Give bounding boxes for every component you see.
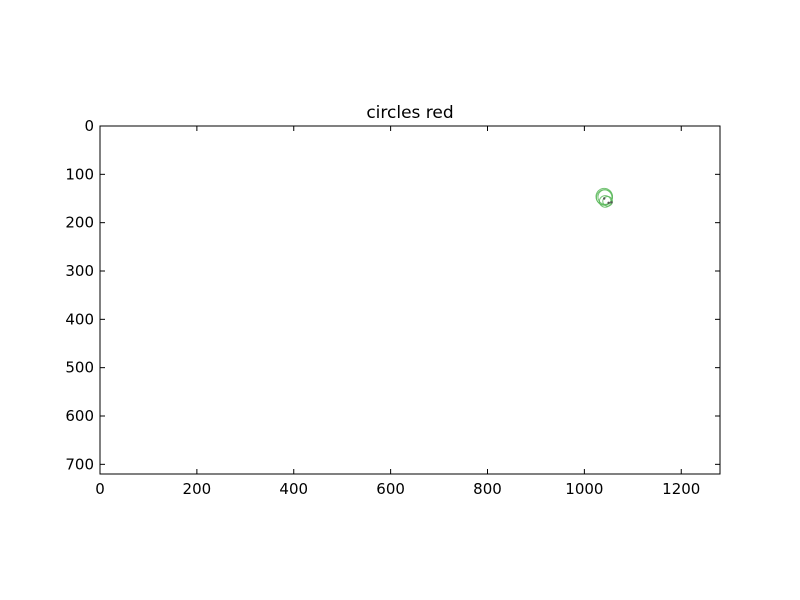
center-point	[603, 197, 606, 200]
y-tick-label: 500	[65, 359, 94, 377]
circle-marker	[597, 189, 613, 205]
y-tick-label: 400	[65, 310, 94, 328]
y-axis: 0 100 200 300 400 500 600 700	[65, 117, 720, 473]
y-tick-label: 600	[65, 407, 94, 425]
x-tick-label: 1200	[662, 480, 700, 498]
y-tick-label: 200	[65, 214, 94, 232]
x-tick-label: 600	[376, 480, 405, 498]
y-tick-label: 700	[65, 455, 94, 473]
y-tick-label: 100	[65, 165, 94, 183]
data-marks	[595, 187, 613, 208]
center-point	[610, 201, 613, 204]
x-tick-label: 200	[183, 480, 212, 498]
y-tick-label: 300	[65, 262, 94, 280]
x-tick-label: 400	[279, 480, 308, 498]
center-point	[607, 201, 610, 205]
x-tick-label: 1000	[565, 480, 603, 498]
chart-title: circles red	[366, 103, 453, 123]
plot-area	[99, 125, 721, 475]
x-tick-label: 0	[95, 480, 105, 498]
y-tick-label: 0	[84, 117, 94, 135]
x-axis: 0 200 400 600 800 1000 1200	[95, 126, 700, 498]
x-tick-label: 800	[473, 480, 502, 498]
